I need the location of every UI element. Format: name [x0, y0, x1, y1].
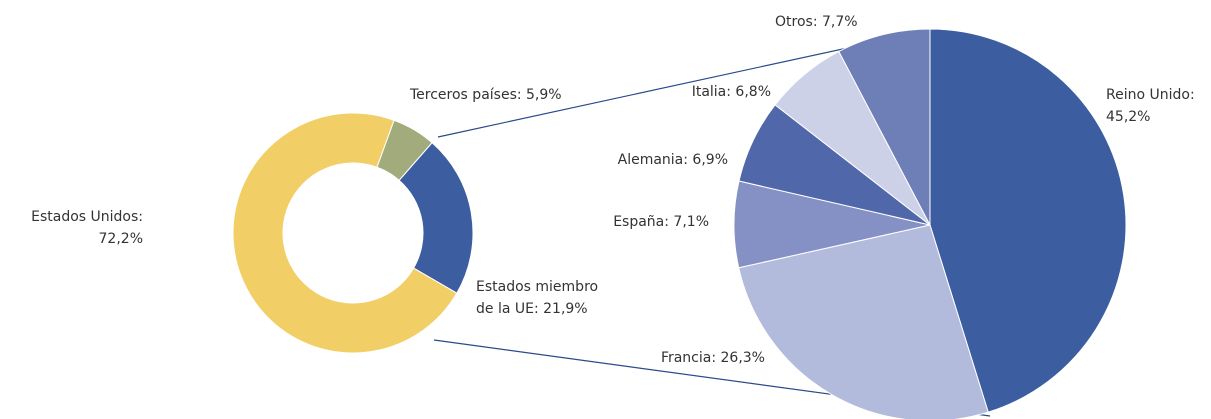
slice-label: España: 7,1% — [613, 214, 709, 230]
slice-label: Estados miembro de la UE: 21,9% — [476, 279, 598, 317]
slice — [929, 28, 1127, 413]
slice-label: Francia: 26,3% — [661, 350, 765, 366]
label-line: Reino Unido: — [1106, 87, 1195, 103]
label-line: Otros: 7,7% — [775, 14, 858, 30]
label-line: 72,2% — [99, 231, 143, 247]
slice — [398, 142, 474, 294]
slice-label: Estados Unidos: 72,2% — [31, 209, 143, 247]
slice-label: Alemania: 6,9% — [618, 152, 728, 168]
slice — [232, 112, 458, 354]
slice — [838, 28, 931, 226]
label-line: de la UE: 21,9% — [476, 301, 588, 317]
label-line: Francia: 26,3% — [661, 350, 765, 366]
slice-label: Terceros países: 5,9% — [409, 87, 562, 103]
label-line: Terceros países: 5,9% — [409, 87, 562, 103]
slice-label: Reino Unido: 45,2% — [1106, 87, 1195, 125]
label-line: Italia: 6,8% — [692, 84, 771, 100]
label-line: Estados Unidos: — [31, 209, 143, 225]
label-line: Alemania: 6,9% — [618, 152, 728, 168]
label-line: Estados miembro — [476, 279, 598, 295]
label-line: España: 7,1% — [613, 214, 709, 230]
slice-label: Otros: 7,7% — [775, 14, 858, 30]
slice-label: Italia: 6,8% — [692, 84, 771, 100]
label-line: 45,2% — [1106, 109, 1150, 125]
slice — [738, 224, 989, 419]
